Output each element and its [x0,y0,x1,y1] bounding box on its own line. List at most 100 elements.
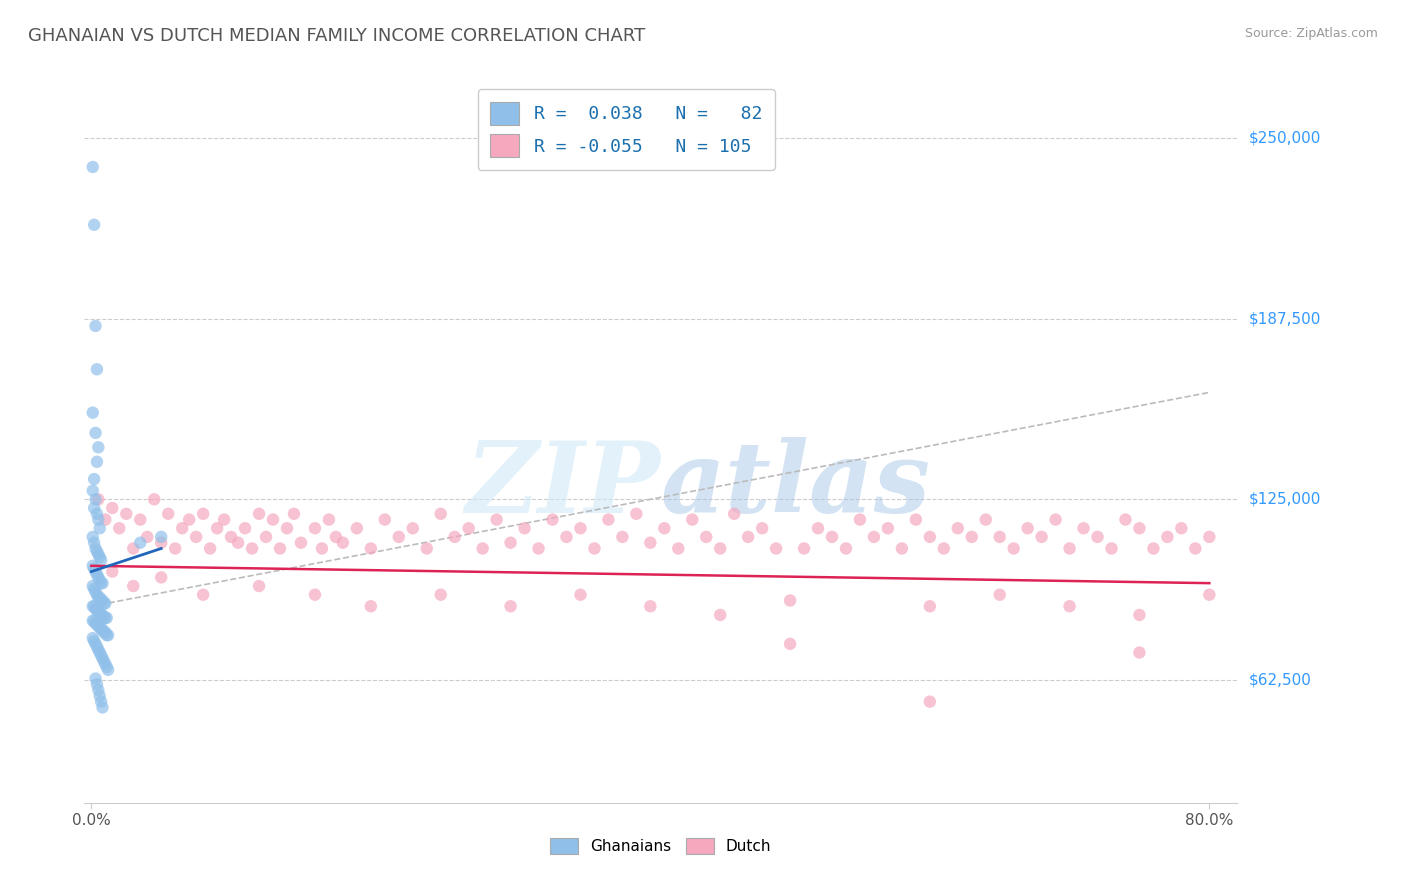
Point [136,530,159,544]
Point [89,619,111,633]
Point [82,483,104,498]
Point [84,637,107,651]
Point [569,588,592,602]
Point [612,530,634,544]
Point [87,605,110,619]
Point [311,541,333,556]
Point [87,440,110,454]
Point [332,535,354,549]
Point [346,521,368,535]
Text: $62,500: $62,500 [1249,673,1312,688]
Point [83,562,105,576]
Point [101,501,124,516]
Point [89,605,111,619]
Point [318,512,340,526]
Point [283,507,305,521]
Point [91,623,114,637]
Point [86,602,108,616]
Point [91,700,114,714]
Point [89,521,111,535]
Point [84,584,107,599]
Point [90,593,112,607]
Point [1128,607,1150,622]
Point [626,507,648,521]
Point [254,530,277,544]
Point [86,567,108,582]
Point [360,541,382,556]
Point [83,599,105,614]
Point [83,634,105,648]
Point [1128,646,1150,660]
Point [83,472,105,486]
Point [91,651,114,665]
Point [94,596,117,610]
Point [793,541,815,556]
Point [640,599,662,614]
Point [212,512,235,526]
Point [93,596,115,610]
Point [82,614,104,628]
Point [946,521,969,535]
Point [290,535,312,549]
Point [1198,530,1220,544]
Point [709,607,731,622]
Point [1198,588,1220,602]
Point [666,541,689,556]
Point [84,602,107,616]
Point [904,512,927,526]
Point [360,599,382,614]
Point [97,663,120,677]
Text: $250,000: $250,000 [1249,130,1320,145]
Point [429,507,451,521]
Point [527,541,550,556]
Point [84,318,107,333]
Point [91,576,114,591]
Point [84,565,107,579]
Point [1087,530,1109,544]
Point [90,553,112,567]
Point [325,530,347,544]
Point [388,530,411,544]
Point [877,521,900,535]
Point [198,541,221,556]
Point [471,541,494,556]
Point [86,455,108,469]
Legend: Ghanaians, Dutch: Ghanaians, Dutch [544,832,778,860]
Point [1101,541,1123,556]
Point [84,492,107,507]
Point [191,588,214,602]
Point [276,521,298,535]
Point [84,616,107,631]
Point [165,541,187,556]
Point [541,512,564,526]
Point [87,591,110,605]
Point [90,576,112,591]
Point [932,541,955,556]
Point [86,544,108,558]
Point [304,521,326,535]
Point [443,530,465,544]
Point [172,521,194,535]
Point [87,512,110,526]
Point [150,535,173,549]
Point [84,672,107,686]
Point [143,492,166,507]
Point [83,535,105,549]
Point [863,530,886,544]
Point [82,530,104,544]
Point [555,530,578,544]
Point [89,574,111,588]
Point [499,535,522,549]
Point [82,599,104,614]
Point [186,530,208,544]
Point [87,492,110,507]
Point [1045,512,1067,526]
Point [1002,541,1025,556]
Point [179,512,201,526]
Point [918,530,941,544]
Point [1059,599,1081,614]
Point [93,625,115,640]
Point [150,530,173,544]
Point [108,521,131,535]
Point [82,558,104,573]
